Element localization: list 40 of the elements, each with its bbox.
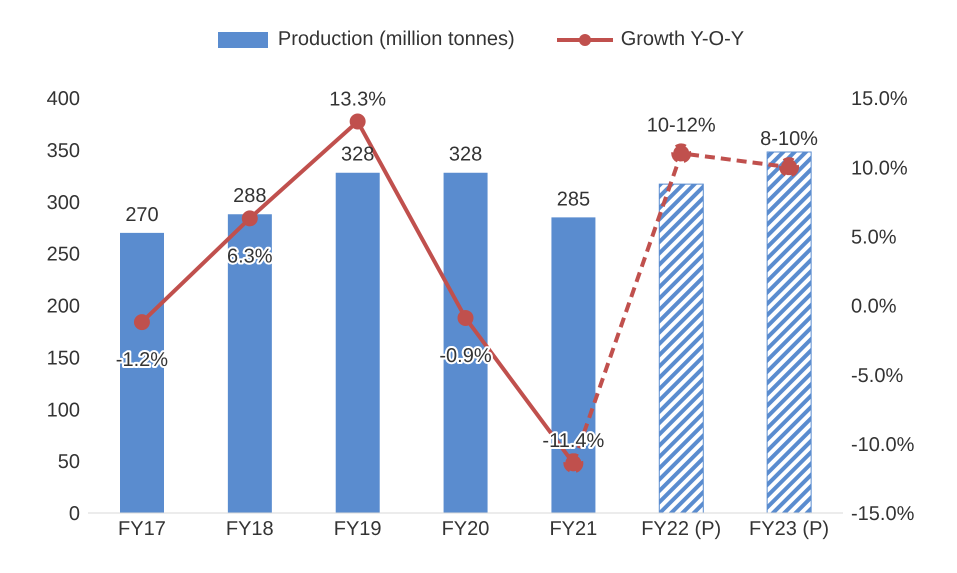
x-tick-label: FY18: [226, 518, 274, 540]
point: [134, 314, 150, 330]
point: [671, 143, 692, 164]
x-tick-label: FY20: [442, 518, 490, 540]
data-label: 328: [341, 144, 374, 166]
y2-tick-label: -5.0%: [851, 364, 904, 387]
y-tick-label: 400: [46, 88, 80, 110]
y2-tick-label: 0.0%: [851, 296, 897, 318]
x-tick-label: FY22 (P): [641, 518, 722, 540]
y-tick-label: 150: [46, 347, 80, 370]
legend-label: Production (million tonnes): [276, 28, 515, 51]
x-tick-label: FY19: [334, 518, 382, 540]
data-label: 13.3%: [329, 88, 386, 111]
y-tick-label: 0: [68, 503, 80, 526]
y-tick-label: 350: [46, 140, 80, 162]
y2-tick-label: -10.0%: [851, 434, 915, 456]
point: [350, 114, 366, 130]
annotation: 10-12%: [646, 114, 716, 136]
y-tick-label: 300: [46, 192, 80, 214]
x-tick-label: FY21: [549, 518, 598, 540]
y-tick-label: 200: [46, 296, 80, 318]
y2-tick-label: 5.0%: [851, 226, 897, 248]
data-label: 285: [556, 188, 590, 210]
point: [779, 157, 800, 178]
annotation: 8-10%: [760, 128, 818, 150]
data-label: 288: [233, 185, 267, 208]
data-label: 6.3%: [226, 245, 273, 268]
point: [242, 210, 258, 226]
point: [458, 310, 474, 326]
legend-label: Growth Y-O-Y: [620, 28, 744, 51]
data-label: 270: [125, 204, 159, 226]
x-tick-label: FY17: [118, 518, 166, 540]
y2-tick-label: 10.0%: [851, 157, 908, 180]
x-tick-label: FY23 (P): [749, 518, 830, 540]
y-tick-label: 100: [46, 399, 80, 422]
y-tick-label: 250: [46, 244, 80, 266]
y2-tick-label: -15.0%: [851, 503, 915, 526]
y2-tick-label: 15.0%: [851, 88, 908, 110]
y-tick-label: 50: [58, 451, 80, 474]
data-label: 328: [448, 144, 482, 166]
